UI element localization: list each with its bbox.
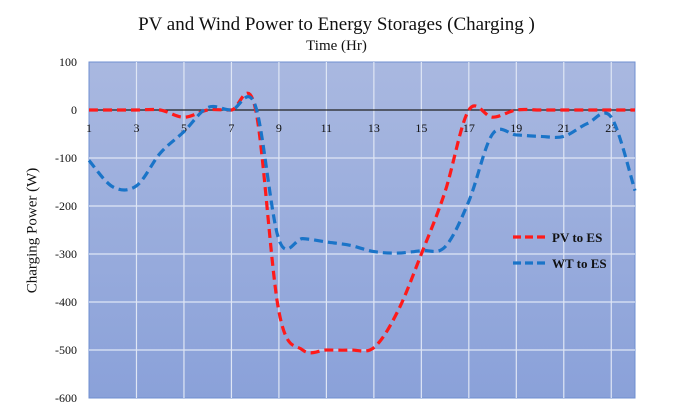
y-tick-label: -100 [55, 151, 77, 165]
x-tick-label: 19 [510, 121, 522, 135]
legend-label: PV to ES [552, 230, 602, 245]
y-tick-label: 0 [71, 103, 77, 117]
x-tick-label: 15 [415, 121, 427, 135]
x-tick-label: 5 [181, 121, 187, 135]
series-line-wt-to-es [87, 95, 637, 255]
x-tick-label: 3 [133, 121, 139, 135]
x-tick-label: 11 [321, 121, 333, 135]
series-line-pv-to-es [89, 91, 635, 355]
y-tick-label: -600 [55, 391, 77, 405]
y-tick-label: -500 [55, 343, 77, 357]
x-tick-label: 1 [86, 121, 92, 135]
x-tick-label: 9 [276, 121, 282, 135]
x-axis-label: Time (Hr) [306, 38, 367, 54]
x-tick-label: 13 [368, 121, 380, 135]
legend-label: WT to ES [552, 256, 607, 271]
chart-title: PV and Wind Power to Energy Storages (Ch… [138, 14, 535, 35]
y-tick-label: -400 [55, 295, 77, 309]
y-tick-label: -300 [55, 247, 77, 261]
y-tick-label: 100 [59, 55, 77, 69]
x-tick-label: 21 [558, 121, 570, 135]
x-tick-label: 17 [463, 121, 475, 135]
y-tick-label: -200 [55, 199, 77, 213]
x-tick-label: 7 [228, 121, 234, 135]
